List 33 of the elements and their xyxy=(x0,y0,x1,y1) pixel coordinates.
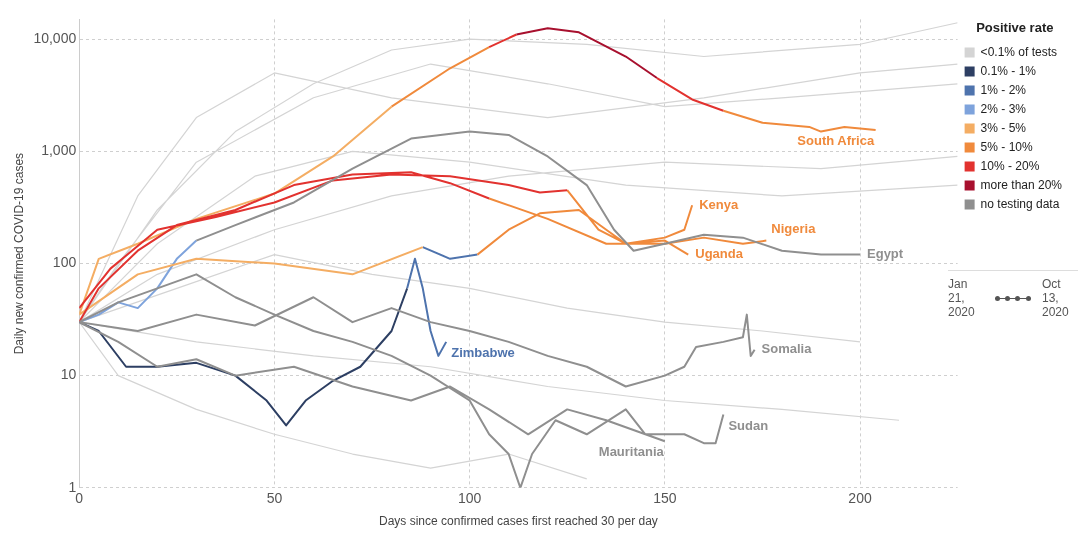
x-axis-title: Days since confirmed cases first reached 30 per day xyxy=(379,514,658,529)
legend-title: Positive rate xyxy=(976,20,1054,36)
annotation: Mauritania xyxy=(598,444,665,460)
annotation: Somalia xyxy=(761,341,813,357)
legend-label: 10% - 20% xyxy=(980,158,1040,173)
y-tick-label: 10,000 xyxy=(33,30,77,47)
y-tick-label: 10 xyxy=(60,366,77,383)
legend-label: no testing data xyxy=(980,196,1060,211)
legend-label: <0.1% of tests xyxy=(980,44,1058,59)
x-tick-label: 0 xyxy=(75,490,84,507)
legend-label: 0.1% - 1% xyxy=(980,63,1037,78)
annotation: Uganda xyxy=(695,246,744,262)
legend-label: 2% - 3% xyxy=(980,101,1027,116)
y-tick-label: 1,000 xyxy=(41,142,77,159)
annotation: Jan 21, 2020 xyxy=(948,277,976,319)
x-tick-label: 200 xyxy=(848,490,872,507)
annotation: Kenya xyxy=(699,196,739,212)
legend-label: 5% - 10% xyxy=(980,139,1033,154)
x-tick-label: 100 xyxy=(457,490,482,507)
legend-label: more than 20% xyxy=(980,177,1063,192)
y-tick-label: 100 xyxy=(52,254,77,271)
x-tick-label: 150 xyxy=(653,490,677,507)
x-tick-label: 50 xyxy=(266,490,283,507)
annotation: Egypt xyxy=(867,246,904,262)
y-tick-label: 1 xyxy=(68,478,77,495)
y-axis-title: Daily new confirmed COVID-19 cases xyxy=(11,152,26,355)
annotation: Nigeria xyxy=(771,220,817,236)
annotation: South Africa xyxy=(797,133,875,149)
annotation: Sudan xyxy=(728,417,769,433)
legend-label: 1% - 2% xyxy=(980,82,1027,97)
legend-label: 3% - 5% xyxy=(980,120,1027,135)
annotation: Zimbabwe xyxy=(451,344,515,360)
text: Oct 13, 2020 xyxy=(1042,277,1070,319)
